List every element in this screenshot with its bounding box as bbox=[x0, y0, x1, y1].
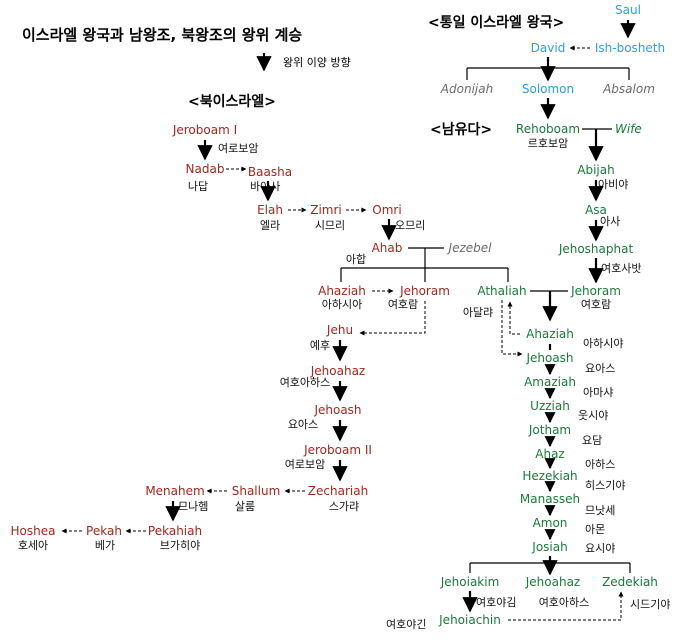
king-elah: Elah bbox=[257, 203, 283, 217]
king-asa: Asa bbox=[585, 203, 607, 217]
king-hezekiah-ko: 히스기야 bbox=[585, 478, 625, 492]
king-amon-ko: 아몬 bbox=[585, 523, 605, 536]
legend-label: 왕위 이양 방향 bbox=[283, 56, 351, 69]
king-manasseh: Manasseh bbox=[520, 492, 580, 506]
king-nadab: Nadab bbox=[186, 162, 225, 176]
king-pekahiah-ko: 브가히야 bbox=[160, 538, 200, 552]
king-pekahiah: Pekahiah bbox=[148, 524, 202, 538]
king-pekah: Pekah bbox=[86, 524, 122, 538]
king-ahaz-ko: 아하스 bbox=[585, 457, 615, 471]
king-jehoram-judah-ko: 여호람 bbox=[581, 298, 611, 311]
king-ahaziah-israel: Ahaziah bbox=[318, 284, 366, 298]
king-jehoash-judah-ko: 요아스 bbox=[585, 362, 615, 375]
king-zedekiah-ko: 시드기야 bbox=[630, 598, 670, 611]
queen-athaliah-ko: 아달랴 bbox=[463, 306, 493, 319]
king-jehoiachin: Jehoiachin bbox=[438, 613, 501, 627]
king-omri-ko: 오므리 bbox=[395, 219, 425, 232]
king-jeroboam2-ko: 여로보암 bbox=[285, 458, 325, 471]
king-josiah-ko: 요시야 bbox=[585, 542, 615, 555]
king-jehu: Jehu bbox=[326, 323, 353, 337]
king-zimri-ko: 시므리 bbox=[315, 219, 345, 232]
arrow-jehoram-jehu bbox=[359, 301, 426, 336]
king-abijah: Abijah bbox=[577, 163, 614, 177]
king-uzziah-ko: 웃시야 bbox=[578, 409, 608, 422]
king-saul: Saul bbox=[615, 3, 641, 17]
king-zimri: Zimri bbox=[310, 203, 342, 217]
king-ahab: Ahab bbox=[372, 241, 403, 255]
rehoboam-wife: Wife bbox=[615, 122, 642, 136]
king-manasseh-ko: 므낫세 bbox=[585, 504, 615, 517]
king-abijah-ko: 아비야 bbox=[598, 178, 628, 191]
king-jehoahaz-judah: Jehoahaz bbox=[525, 575, 580, 589]
king-hoshea: Hoshea bbox=[11, 524, 56, 538]
king-solomon: Solomon bbox=[522, 82, 574, 96]
king-david: David bbox=[531, 41, 566, 55]
king-baasha: Baasha bbox=[248, 165, 292, 179]
king-hoshea-ko: 호세아 bbox=[18, 539, 48, 552]
king-jehoash-judah: Jehoash bbox=[525, 351, 573, 365]
king-shallum-ko: 살룸 bbox=[235, 500, 255, 513]
arrow-ahaziah-athaliah bbox=[507, 301, 520, 335]
king-jehoash-israel-ko: 요아스 bbox=[288, 418, 318, 431]
king-jotham-ko: 요담 bbox=[582, 434, 602, 447]
king-jehoram-judah: Jehoram bbox=[570, 284, 621, 298]
king-jehu-ko: 예후 bbox=[310, 339, 330, 352]
queen-jezebel: Jezebel bbox=[447, 241, 493, 255]
king-jehoahaz-israel: Jehoahaz bbox=[310, 364, 365, 378]
king-nadab-ko: 나답 bbox=[188, 180, 208, 193]
king-jehoahaz-israel-ko: 여호아하스 bbox=[280, 375, 331, 389]
king-jeroboam1-ko: 여로보암 bbox=[218, 142, 258, 155]
king-baasha-ko: 바아사 bbox=[250, 180, 280, 193]
section-united: <통일 이스라엘 왕국> bbox=[428, 14, 564, 31]
king-ahaziah-judah-ko: 아하시야 bbox=[583, 336, 623, 350]
king-jehoshaphat: Jehoshaphat bbox=[558, 242, 634, 256]
king-jehoshaphat-ko: 여호사밧 bbox=[601, 262, 641, 275]
king-zechariah: Zechariah bbox=[308, 484, 368, 498]
prince-adonijah: Adonijah bbox=[440, 82, 493, 96]
section-north: <북이스라엘> bbox=[188, 93, 276, 110]
king-jehoash-israel: Jehoash bbox=[313, 403, 361, 417]
king-menahem-ko: 므나헴 bbox=[178, 500, 208, 513]
king-jeroboam2: Jeroboam II bbox=[303, 443, 372, 457]
king-jeroboam1: Jeroboam I bbox=[172, 123, 237, 137]
section-south: <남유다> bbox=[430, 121, 492, 138]
king-jehoram-israel-ko: 여호람 bbox=[388, 298, 418, 311]
king-uzziah: Uzziah bbox=[530, 399, 570, 413]
king-amaziah: Amaziah bbox=[524, 375, 576, 389]
king-elah-ko: 엘라 bbox=[260, 219, 280, 232]
king-ahaziah-judah: Ahaziah bbox=[526, 327, 574, 341]
king-shallum: Shallum bbox=[232, 484, 281, 498]
king-amon: Amon bbox=[533, 516, 568, 530]
king-asa-ko: 아사 bbox=[600, 215, 620, 228]
king-ahaz: Ahaz bbox=[535, 447, 564, 461]
king-jehoiachin-ko: 여호야긴 bbox=[386, 618, 426, 631]
king-jehoahaz-judah-ko: 여호아하스 bbox=[539, 595, 590, 609]
king-ishbosheth: Ish-bosheth bbox=[595, 41, 665, 55]
arrow-jehoiachin-zedekiah bbox=[508, 591, 624, 621]
king-jotham: Jotham bbox=[528, 423, 571, 437]
king-ahab-ko: 아합 bbox=[346, 253, 366, 266]
page-title: 이스라엘 왕국과 남왕조, 북왕조의 왕위 계승 bbox=[22, 26, 302, 44]
prince-absalom: Absalom bbox=[602, 82, 655, 96]
king-ahaziah-israel-ko: 아하시아 bbox=[322, 297, 362, 311]
king-amaziah-ko: 아마샤 bbox=[583, 386, 613, 399]
arrow-athaliah-jehoash bbox=[501, 300, 523, 357]
king-zechariah-ko: 스가랴 bbox=[329, 500, 359, 513]
king-rehoboam: Rehoboam bbox=[516, 122, 580, 136]
king-jehoiakim: Jehoiakim bbox=[440, 575, 500, 589]
king-menahem: Menahem bbox=[145, 484, 204, 498]
king-hezekiah: Hezekiah bbox=[522, 469, 577, 483]
queen-athaliah: Athaliah bbox=[477, 284, 526, 298]
king-jehoram-israel: Jehoram bbox=[399, 284, 450, 298]
king-pekah-ko: 베가 bbox=[95, 539, 115, 552]
king-josiah: Josiah bbox=[531, 540, 567, 554]
king-zedekiah: Zedekiah bbox=[602, 575, 658, 589]
king-omri: Omri bbox=[372, 203, 401, 217]
king-rehoboam-ko: 르호보암 bbox=[528, 137, 568, 150]
king-jehoiakim-ko: 여호야김 bbox=[476, 596, 516, 609]
